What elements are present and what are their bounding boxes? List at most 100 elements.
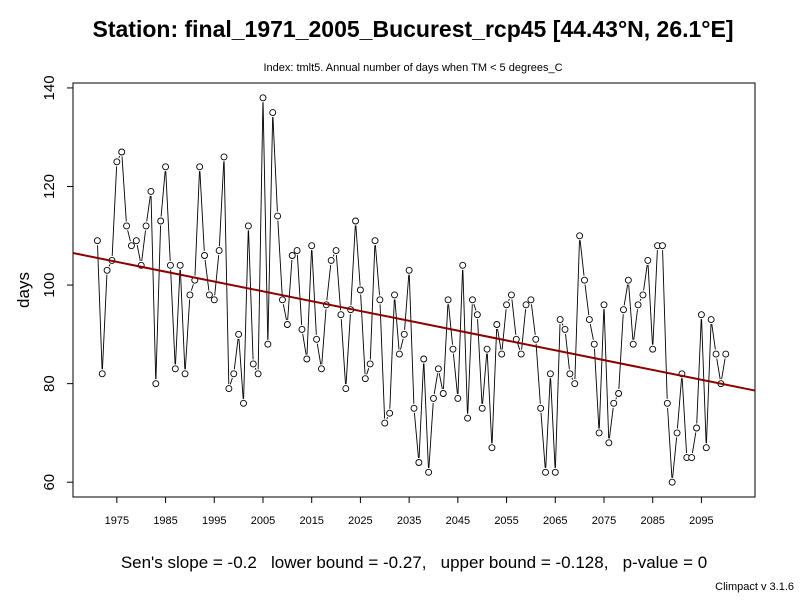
data-point	[620, 306, 627, 314]
data-point	[644, 256, 652, 264]
data-point	[483, 345, 491, 353]
data-point	[688, 454, 696, 462]
series-line-segment	[423, 363, 429, 468]
x-axis: 1975 1985 1995 2005 2015 2025 2035 2045 2055 2065…	[105, 497, 714, 527]
data-point	[147, 187, 155, 195]
series-line-segment	[350, 225, 356, 306]
series-line-segment	[535, 343, 541, 404]
series-line-segment	[254, 367, 257, 370]
data-point	[235, 330, 243, 338]
series-line-segment	[223, 161, 230, 385]
data-point	[697, 311, 705, 319]
series-line-segment	[473, 303, 477, 311]
data-point	[376, 296, 384, 304]
series-line-segment	[340, 319, 346, 385]
series-line-segment	[643, 264, 648, 291]
y-tick-label: 120	[41, 174, 58, 199]
series-line-segment	[243, 230, 249, 399]
x-tick-label: 1985	[153, 515, 177, 527]
data-point	[103, 266, 111, 274]
data-point	[590, 340, 598, 348]
series-line-segment	[326, 264, 332, 301]
x-tick-label: 2085	[640, 515, 664, 527]
data-point	[361, 375, 369, 383]
data-point	[283, 321, 291, 328]
series-line-segment	[623, 284, 629, 306]
series-line-segment	[633, 309, 638, 340]
x-tick-label: 2055	[494, 515, 518, 527]
series-line-segment	[332, 254, 335, 257]
data-point	[381, 419, 389, 427]
data-point	[157, 217, 165, 225]
data-point	[196, 163, 204, 171]
chart-title: Station: final_1971_2005_Bucurest_rcp45 …	[93, 16, 734, 42]
series-line-segment	[508, 298, 510, 301]
series-line-segment	[184, 299, 191, 370]
series-line-segment	[482, 353, 488, 404]
data-point	[152, 380, 160, 388]
data-point	[93, 237, 101, 245]
data-point	[459, 261, 467, 269]
series-line-segment	[175, 269, 181, 365]
data-point	[356, 286, 364, 294]
series-line-segment	[194, 171, 200, 276]
series-line-segment	[214, 255, 220, 296]
data-point	[230, 370, 238, 378]
data-point	[503, 301, 511, 309]
series-line-segment	[366, 368, 370, 375]
data-point	[113, 158, 121, 166]
series-line-segment	[462, 269, 468, 414]
series-line-segment	[517, 343, 521, 350]
series-line-segment	[589, 323, 594, 340]
data-point	[561, 325, 569, 333]
data-point	[430, 394, 437, 402]
data-point	[215, 247, 223, 255]
series-line-segment	[170, 269, 176, 365]
data-point	[493, 321, 501, 328]
data-point	[332, 247, 340, 255]
data-point	[585, 316, 593, 324]
series-line-segment	[428, 402, 434, 468]
data-point	[264, 340, 272, 348]
data-point	[279, 296, 286, 304]
data-point	[439, 390, 447, 397]
data-point	[473, 311, 481, 319]
series-line-segment	[97, 245, 103, 370]
series-line-segment	[628, 284, 634, 340]
series-line-segment	[667, 407, 673, 478]
series-line-segment	[150, 195, 157, 380]
data-point	[293, 247, 301, 255]
series-line-segment	[433, 373, 439, 395]
series-line-segment	[716, 358, 721, 380]
data-point	[123, 222, 131, 230]
series-line-segment	[511, 299, 517, 335]
data-point	[444, 296, 452, 304]
x-tick-label: 1975	[105, 515, 129, 527]
sen-slope-footer: Sen's slope = -0.2 lower bound = -0.27, …	[121, 553, 707, 572]
series-line-segment	[267, 117, 274, 340]
series-line-segment	[418, 363, 424, 459]
series-line-segment	[272, 117, 278, 212]
x-tick-label: 2095	[689, 515, 713, 527]
series-line-segment	[615, 397, 618, 400]
data-point	[707, 316, 715, 324]
series-line-segment	[662, 250, 668, 399]
data-point	[249, 360, 257, 368]
data-point	[366, 360, 374, 368]
data-point	[201, 252, 208, 259]
data-point	[410, 404, 418, 412]
data-point	[337, 311, 345, 319]
data-point	[663, 399, 671, 407]
data-point	[571, 380, 579, 388]
series-line-segment	[491, 328, 498, 444]
series-line-segment	[721, 358, 726, 380]
data-point	[327, 256, 335, 264]
series-line-segment	[379, 304, 386, 419]
series-line-segment	[229, 377, 233, 385]
data-point	[269, 109, 277, 117]
series-line-segment	[550, 378, 556, 468]
series-line-segment	[452, 353, 458, 394]
series-line-segment	[584, 284, 590, 316]
data-point	[371, 237, 379, 245]
series-line-segment	[540, 412, 546, 468]
